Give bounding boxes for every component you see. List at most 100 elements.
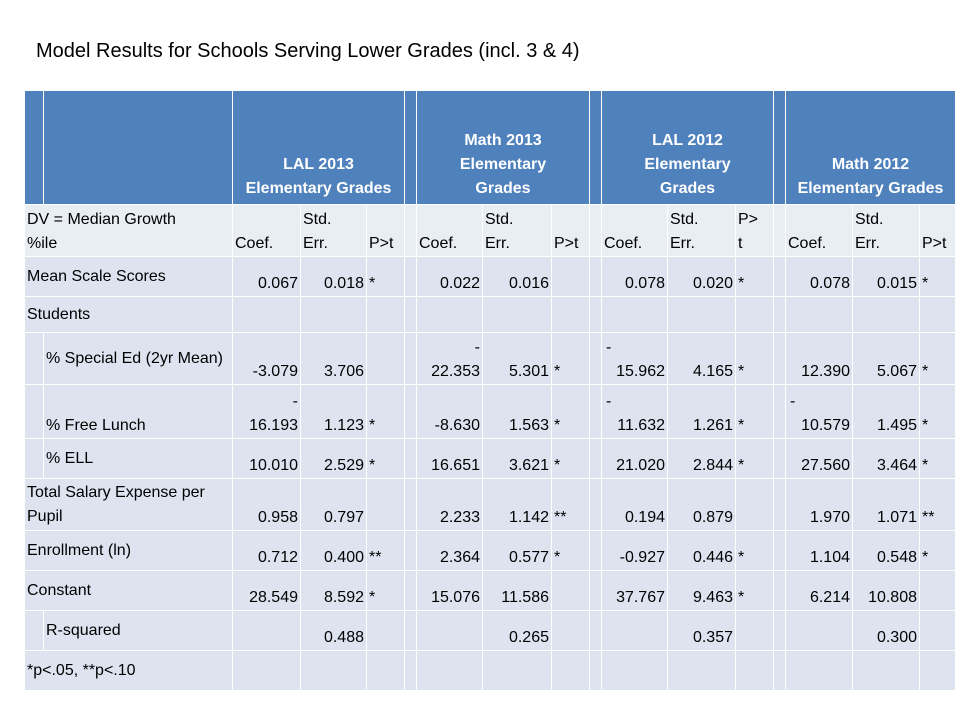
significance-mark: * <box>366 438 405 479</box>
coef-value: -0.927 <box>601 530 668 571</box>
group-header-math-2013: Math 2013 Elementary Grades <box>416 90 590 205</box>
significance-mark: ** <box>551 478 590 531</box>
stderr-value: 1.495 <box>852 384 920 439</box>
significance-mark: * <box>366 570 405 611</box>
coef-value: 0.958 <box>232 478 301 531</box>
coef-value: 2.364 <box>416 530 483 571</box>
stderr-value: 3.621 <box>482 438 552 479</box>
footnote: *p<.05, **p<.10 <box>24 650 233 691</box>
stderr-value: 0.015 <box>852 256 920 297</box>
significance-mark <box>735 478 774 531</box>
coef-value: -8.630 <box>416 384 483 439</box>
stderr-value: 0.548 <box>852 530 920 571</box>
stderr-value: 0.018 <box>300 256 367 297</box>
table-row: % ELL 10.010 2.529 * 16.651 3.621 * 21.0… <box>24 438 956 479</box>
row-label: Students <box>24 296 233 333</box>
group-header-row: LAL 2013 Elementary Grades Math 2013 Eleme… <box>24 90 956 205</box>
significance-mark <box>366 478 405 531</box>
row-label: R-squared <box>43 610 233 651</box>
dv-label: DV = Median Growth %ile <box>24 204 233 257</box>
coef-value: 6.214 <box>785 570 853 611</box>
coef-value: 0.078 <box>601 256 668 297</box>
significance-mark: * <box>919 384 956 439</box>
stderr-header: Std. Err. <box>300 204 367 257</box>
significance-mark <box>366 332 405 385</box>
significance-mark: * <box>551 530 590 571</box>
stderr-value: 0.577 <box>482 530 552 571</box>
stderr-value: 5.301 <box>482 332 552 385</box>
table-row: Enrollment (ln) 0.712 0.400 * * 2.364 0.5… <box>24 530 956 571</box>
coef-value: -11.632 <box>601 384 668 439</box>
coef-value: 16.651 <box>416 438 483 479</box>
rsq-value: 0.488 <box>300 610 367 651</box>
stderr-value: 0.797 <box>300 478 367 531</box>
stderr-value: 2.529 <box>300 438 367 479</box>
stderr-value: 0.016 <box>482 256 552 297</box>
coef-value: -15.962 <box>601 332 668 385</box>
stderr-value: 4.165 <box>667 332 736 385</box>
stderr-value: 2.844 <box>667 438 736 479</box>
row-label: % Special Ed (2yr Mean) <box>43 332 233 385</box>
significance-mark: * <box>366 384 405 439</box>
coef-value: 28.549 <box>232 570 301 611</box>
stderr-value: 0.879 <box>667 478 736 531</box>
pt-header: P>t <box>735 204 774 257</box>
coef-header: Coef. <box>601 204 668 257</box>
significance-mark: * <box>551 384 590 439</box>
row-label: Mean Scale Scores <box>24 256 233 297</box>
significance-mark: * <box>919 530 956 571</box>
stderr-value: 5.067 <box>852 332 920 385</box>
table-row: Mean Scale Scores 0.067 0.018 * 0.022 0.… <box>24 256 956 297</box>
significance-mark <box>919 570 956 611</box>
stderr-value: 10.808 <box>852 570 920 611</box>
table-row: Total Salary Expense per Pupil 0.958 0.7… <box>24 478 956 531</box>
row-label: Enrollment (ln) <box>24 530 233 571</box>
stderr-value: 1.261 <box>667 384 736 439</box>
table-row: R-squared 0.488 0.265 0.357 0.300 <box>24 610 956 651</box>
pt-header: P>t <box>551 204 590 257</box>
significance-mark: * <box>919 332 956 385</box>
stderr-value: 9.463 <box>667 570 736 611</box>
significance-mark: * <box>735 530 774 571</box>
significance-mark: * <box>735 256 774 297</box>
table-row: *p<.05, **p<.10 <box>24 650 956 691</box>
stderr-value: 1.563 <box>482 384 552 439</box>
significance-mark: * <box>735 438 774 479</box>
significance-mark: ** <box>919 478 956 531</box>
rsq-value: 0.265 <box>482 610 552 651</box>
slide-title: Model Results for Schools Serving Lower … <box>36 40 580 62</box>
coef-value: -16.193 <box>232 384 301 439</box>
group-header-lal-2013: LAL 2013 Elementary Grades <box>232 90 405 205</box>
coef-value: 10.010 <box>232 438 301 479</box>
rsq-value: 0.300 <box>852 610 920 651</box>
coef-value: 2.233 <box>416 478 483 531</box>
stderr-value: 0.400 <box>300 530 367 571</box>
stderr-value: 0.446 <box>667 530 736 571</box>
coef-value: 1.970 <box>785 478 853 531</box>
significance-mark: * <box>735 570 774 611</box>
stderr-value: 8.592 <box>300 570 367 611</box>
coef-value: -22.353 <box>416 332 483 385</box>
table-row: Students <box>24 296 956 333</box>
row-label: Constant <box>24 570 233 611</box>
coef-value: -10.579 <box>785 384 853 439</box>
significance-mark: * <box>735 384 774 439</box>
coef-value: 0.712 <box>232 530 301 571</box>
significance-mark: * <box>551 438 590 479</box>
coef-value: -3.079 <box>232 332 301 385</box>
row-label: % ELL <box>43 438 233 479</box>
significance-mark: * <box>919 438 956 479</box>
stderr-header: Std. Err. <box>852 204 920 257</box>
significance-mark: * <box>551 332 590 385</box>
table-row: % Special Ed (2yr Mean) -3.079 3.706 -22… <box>24 332 956 385</box>
stderr-value: 1.123 <box>300 384 367 439</box>
table-row: Constant 28.549 8.592 * 15.076 11.586 37… <box>24 570 956 611</box>
stderr-value: 11.586 <box>482 570 552 611</box>
significance-mark <box>551 256 590 297</box>
coef-value: 0.078 <box>785 256 853 297</box>
coef-value: 21.020 <box>601 438 668 479</box>
coef-value: 12.390 <box>785 332 853 385</box>
column-header-row: DV = Median Growth %ile Coef. Std. Err. P>… <box>24 204 956 257</box>
table-row: % Free Lunch -16.193 1.123 * -8.630 1.56… <box>24 384 956 439</box>
stderr-value: 3.706 <box>300 332 367 385</box>
